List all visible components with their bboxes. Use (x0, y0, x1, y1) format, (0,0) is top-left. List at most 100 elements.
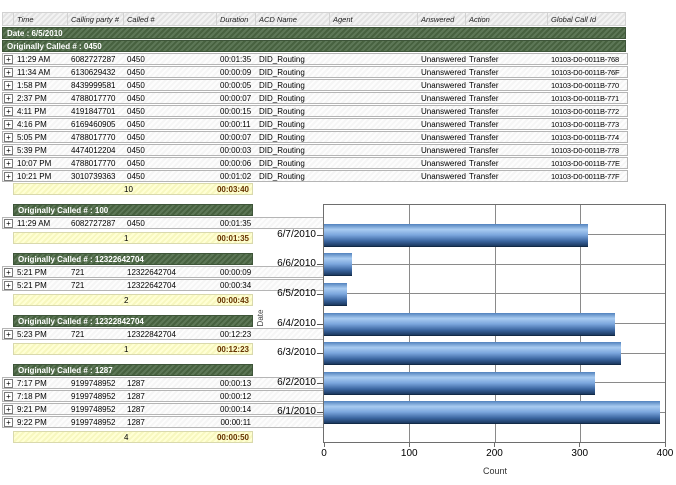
column-header-expander (2, 12, 14, 26)
cell-time: 11:34 AM (17, 67, 51, 77)
expand-row-icon[interactable]: + (4, 404, 13, 414)
expand-row-icon[interactable]: + (4, 158, 13, 168)
cell-gid: 10103-D0-0011B-770 (551, 80, 619, 90)
table-row[interactable]: +10:07 PM 4788017770 0450 00:00:06 DID_Routi… (2, 157, 628, 169)
table-row[interactable]: +4:16 PM 6169460905 0450 00:00:11 DID_Routin… (2, 118, 628, 130)
cell-acd: DID_Routing (259, 67, 305, 77)
subgroup-tables: Originally Called # : 100 +11:29 AM 608272… (2, 204, 628, 443)
chart-x-axis-title: Count (482, 466, 508, 476)
cell-called: 1287 (127, 417, 145, 427)
cell-dur: 00:00:11 (220, 119, 251, 129)
table-row[interactable]: +9:21 PM 9199748952 1287 00:00:14 (2, 403, 628, 415)
expand-row-icon[interactable]: + (4, 218, 13, 228)
group-header[interactable]: Originally Called # : 1287 (13, 364, 253, 376)
cell-ans: Unanswered (421, 67, 466, 77)
expand-row-icon[interactable]: + (4, 267, 13, 277)
group-rows: +11:29 AM 6082727287 0450 00:01:35 DID_Routi… (2, 53, 628, 182)
table-row[interactable]: +10:21 PM 3010739363 0450 00:01:02 DID_Routi… (2, 170, 628, 182)
table-row[interactable]: +4:11 PM 4191847701 0450 00:00:15 DID_Routin… (2, 105, 628, 117)
x-tick-label: 300 (571, 448, 589, 459)
cell-dur: 00:00:06 (220, 158, 252, 168)
expand-row-icon[interactable]: + (4, 171, 13, 181)
cell-gid: 10103-D0-0011B-774 (551, 132, 619, 142)
table-row[interactable]: +1:58 PM 8439999581 0450 00:00:05 DID_Routin… (2, 79, 628, 91)
expand-row-icon[interactable]: + (4, 67, 13, 77)
cell-time: 7:17 PM (17, 378, 47, 388)
cell-time: 10:07 PM (17, 158, 52, 168)
cell-ans: Unanswered (421, 171, 466, 181)
group-header-0450[interactable]: Originally Called # : 0450 (2, 40, 626, 52)
expand-row-icon[interactable]: + (4, 329, 13, 339)
table-row[interactable]: +7:18 PM 9199748952 1287 00:00:12 (2, 390, 628, 402)
expand-row-icon[interactable]: + (4, 391, 13, 401)
cell-time: 10:21 PM (17, 171, 52, 181)
column-header-action: Action (466, 12, 548, 26)
group-rows: +5:21 PM 721 12322642704 00:00:09 +5:21 PM 72… (2, 266, 628, 291)
table-row[interactable]: +9:22 PM 9199748952 1287 00:00:11 (2, 416, 628, 428)
cell-time: 5:39 PM (17, 145, 47, 155)
cell-dur: 00:00:34 (220, 280, 252, 290)
cell-time: 2:37 PM (17, 93, 47, 103)
table-row[interactable]: +5:23 PM 721 12322842704 00:12:23 (2, 328, 628, 340)
cell-dur: 00:01:35 (220, 218, 252, 228)
cell-acd: DID_Routing (259, 80, 305, 90)
cell-dur: 00:00:11 (220, 417, 251, 427)
report-group: Originally Called # : 12322842704 +5:23 P… (2, 315, 628, 355)
cell-dur: 00:01:35 (220, 54, 252, 64)
cell-act: Transfer (469, 54, 499, 64)
table-row[interactable]: +11:29 AM 6082727287 0450 00:01:35 (2, 217, 628, 229)
cell-ans: Unanswered (421, 119, 466, 129)
cell-dur: 00:00:09 (220, 267, 252, 277)
cell-called: 0450 (127, 119, 145, 129)
table-row[interactable]: +11:34 AM 6130629432 0450 00:00:09 DID_Routi… (2, 66, 628, 78)
group-rows: +7:17 PM 9199748952 1287 00:00:13 +7:18 PM 91… (2, 377, 628, 428)
cell-called: 0450 (127, 218, 145, 228)
cell-time: 1:58 PM (17, 80, 47, 90)
cell-acd: DID_Routing (259, 158, 305, 168)
cell-gid: 10103-D0-0011B-771 (551, 93, 619, 103)
cell-dur: 00:00:05 (220, 80, 252, 90)
cell-time: 4:11 PM (17, 106, 47, 116)
expand-row-icon[interactable]: + (4, 106, 13, 116)
cell-time: 5:05 PM (17, 132, 47, 142)
expand-row-icon[interactable]: + (4, 93, 13, 103)
cell-act: Transfer (469, 119, 499, 129)
cell-gid: 10103-D0-0011B-768 (551, 54, 619, 64)
expand-row-icon[interactable]: + (4, 280, 13, 290)
cell-calling: 4788017770 (71, 132, 116, 142)
x-tick-mark (579, 443, 581, 447)
expand-row-icon[interactable]: + (4, 80, 13, 90)
group-header[interactable]: Originally Called # : 100 (13, 204, 253, 216)
cell-called: 0450 (127, 171, 145, 181)
group-rows: +11:29 AM 6082727287 0450 00:01:35 (2, 217, 628, 229)
summary-total-duration: 00:03:40 (216, 184, 249, 194)
expand-row-icon[interactable]: + (4, 132, 13, 142)
expand-row-icon[interactable]: + (4, 145, 13, 155)
expand-row-icon[interactable]: + (4, 54, 13, 64)
table-row[interactable]: +5:05 PM 4788017770 0450 00:00:07 DID_Routin… (2, 131, 628, 143)
group-header[interactable]: Originally Called # : 12322642704 (13, 253, 253, 265)
cell-called: 0450 (127, 106, 145, 116)
table-row[interactable]: +2:37 PM 4788017770 0450 00:00:07 DID_Routin… (2, 92, 628, 104)
table-row[interactable]: +5:21 PM 721 12322642704 00:00:34 (2, 279, 628, 291)
date-group-header[interactable]: Date : 6/5/2010 (2, 27, 626, 39)
column-header-calling-party-: Calling party # (68, 12, 124, 26)
column-header-duration: Duration (217, 12, 256, 26)
table-row[interactable]: +11:29 AM 6082727287 0450 00:01:35 DID_Routi… (2, 53, 628, 65)
table-row[interactable]: +5:21 PM 721 12322642704 00:00:09 (2, 266, 628, 278)
group-header[interactable]: Originally Called # : 12322842704 (13, 315, 253, 327)
table-row[interactable]: +7:17 PM 9199748952 1287 00:00:13 (2, 377, 628, 389)
summary-total-duration: 00:01:35 (216, 233, 249, 243)
expand-row-icon[interactable]: + (4, 119, 13, 129)
cell-ans: Unanswered (421, 54, 466, 64)
cell-acd: DID_Routing (259, 54, 305, 64)
table-header-row: Time Calling party # Called # Duration ACD N… (2, 12, 628, 26)
table-row[interactable]: +5:39 PM 4474012204 0450 00:00:03 DID_Routin… (2, 144, 628, 156)
cell-calling: 4788017770 (71, 158, 116, 168)
cell-ans: Unanswered (421, 80, 466, 90)
cell-called: 12322842704 (127, 329, 176, 339)
expand-row-icon[interactable]: + (4, 417, 13, 427)
expand-row-icon[interactable]: + (4, 378, 13, 388)
cell-act: Transfer (469, 67, 499, 77)
